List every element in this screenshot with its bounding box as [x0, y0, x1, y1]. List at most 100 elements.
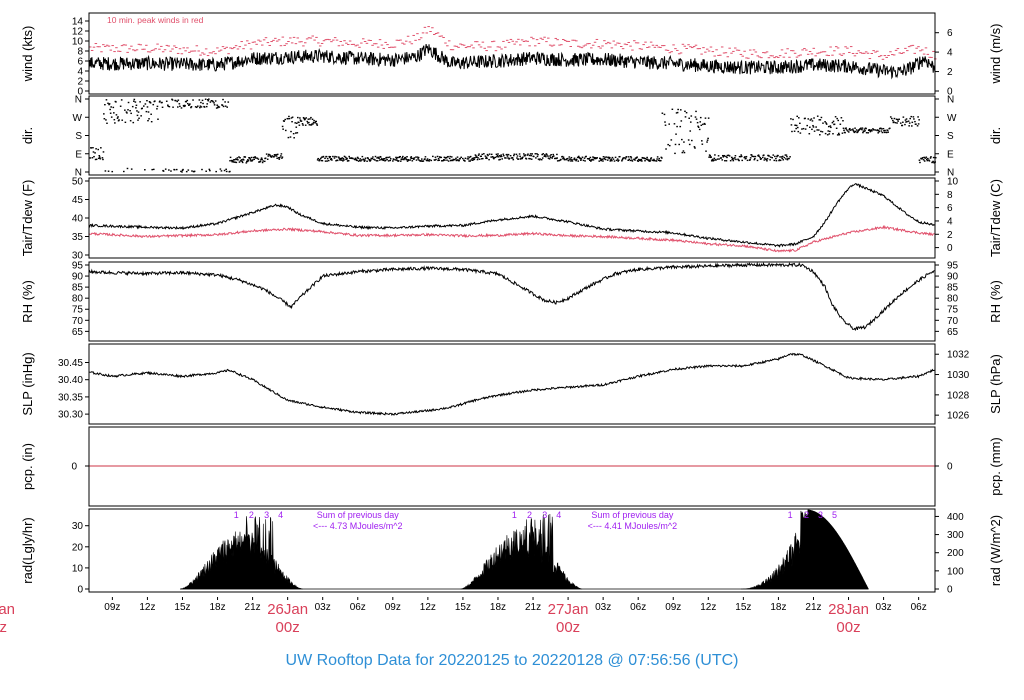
temp-rtick-label: 10 [947, 177, 959, 188]
time-tick-label: 21z [805, 602, 821, 613]
wind-rtick-label: 2 [947, 67, 953, 78]
time-tick-label: 06z [630, 602, 646, 613]
rh-rtick-label: 90 [947, 272, 959, 283]
time-tick-label: 06z [350, 602, 366, 613]
slp-rtick-label: 1032 [947, 350, 970, 361]
dir-ltick-label: S [75, 131, 82, 142]
rh-line [88, 261, 935, 332]
temp-ltick-label: 30 [72, 251, 84, 262]
rad-hour-mark: 3 [264, 510, 269, 520]
rh-rtick-label: 95 [947, 261, 959, 272]
rad-rtick-label: 0 [947, 585, 953, 596]
time-tick-label: 15z [455, 602, 471, 613]
rad-rtick-label: 300 [947, 530, 964, 541]
wind-ylabel-left: wind (kts) [20, 26, 35, 83]
wind-ltick-label: 14 [72, 17, 84, 28]
rad-hour-mark: 5 [832, 510, 837, 520]
rad-hour-mark: 1 [788, 510, 793, 520]
time-tick-label: 21z [525, 602, 541, 613]
chart-panels: 10 min. peak winds in red024681012140246… [20, 12, 1003, 596]
temp-ltick-label: 50 [72, 177, 84, 188]
rad-frame [88, 508, 936, 593]
wind-ltick-label: 12 [72, 27, 84, 38]
time-tick-label: 12z [139, 602, 155, 613]
time-tick-label: 12z [420, 602, 436, 613]
rh-ltick-label: 90 [72, 272, 84, 283]
time-tick-label: 15z [735, 602, 751, 613]
time-tick-label: 15z [174, 602, 190, 613]
rad-hour-mark: 1 [234, 510, 239, 520]
time-tick-label: 12z [700, 602, 716, 613]
rad-hour-mark: 2 [804, 510, 809, 520]
slp-ylabel-left: SLP (inHg) [20, 352, 35, 415]
day-label: 26Jan [267, 601, 308, 618]
rad-ltick-label: 20 [72, 542, 84, 553]
wind-ltick-label: 8 [77, 47, 83, 58]
pcp-ylabel-right: pcp. (mm) [988, 437, 1003, 496]
wind-ltick-label: 0 [77, 87, 83, 98]
slp-ltick-label: 30.40 [58, 375, 83, 386]
rh-rtick-label: 75 [947, 305, 959, 316]
time-tick-label: 03z [315, 602, 331, 613]
time-tick-label: 09z [104, 602, 120, 613]
dewpoint-line [88, 224, 935, 253]
wind-ltick-label: 6 [77, 57, 83, 68]
day-hour-label: 00z [836, 619, 860, 636]
rad-sum-value: <--- 4.73 MJoules/m^2 [313, 521, 403, 531]
rh-rtick-label: 65 [947, 327, 959, 338]
time-tick-label: 18z [209, 602, 225, 613]
rh-ltick-label: 70 [72, 316, 84, 327]
time-axis: 09z 12z 15z 18z 21z 03z 06z 09z 12z 15z 18z 21z 03z 0… [0, 597, 927, 636]
temp-ylabel-right: Tair/Tdew (C) [988, 179, 1003, 257]
day-hour-label: 00z [276, 619, 300, 636]
wind-frame [88, 12, 936, 95]
rad-hour-mark: 4 [278, 510, 283, 520]
temp-ltick-label: 35 [72, 232, 84, 243]
rh-ltick-label: 75 [72, 305, 84, 316]
time-tick-label: 03z [876, 602, 892, 613]
wind-rtick-label: 0 [947, 87, 953, 98]
rh-ltick-label: 85 [72, 283, 84, 294]
rad-hour-mark: 3 [818, 510, 823, 520]
rad-ylabel-right: rad (W/m^2) [988, 515, 1003, 586]
wind-rtick-label: 6 [947, 28, 953, 39]
rad-ltick-label: 0 [77, 585, 83, 596]
pcp-frame [88, 426, 936, 507]
rad-ltick-label: 10 [72, 563, 84, 574]
rh-ylabel-right: RH (%) [988, 280, 1003, 323]
pcp-rtick-label: 0 [947, 462, 953, 473]
dir-ltick-label: N [75, 168, 82, 179]
day-hour-label: 00z [556, 619, 580, 636]
time-tick-label: 06z [911, 602, 927, 613]
temp-frame [88, 177, 936, 259]
rad-hour-mark: 1 [512, 510, 517, 520]
rh-ltick-label: 65 [72, 327, 84, 338]
temp-rtick-label: 6 [947, 203, 953, 214]
dir-ylabel-right: dir. [988, 127, 1003, 144]
dir-ltick-label: E [75, 149, 82, 160]
temp-rtick-label: 2 [947, 230, 953, 241]
rad-hour-mark: 3 [542, 510, 547, 520]
chart-title: UW Rooftop Data for 20220125 to 20220128… [286, 652, 739, 669]
slp-ltick-label: 30.45 [58, 358, 83, 369]
day-label: 27Jan [548, 601, 589, 618]
wind-ltick-label: 10 [72, 37, 84, 48]
edge-hour-label: z [0, 619, 7, 636]
panel-pcp: 0 0 pcp. (in) pcp. (mm) [20, 426, 1003, 507]
time-tick-label: 09z [665, 602, 681, 613]
radiation-area [741, 509, 869, 590]
dir-ltick-label: N [75, 95, 82, 106]
temp-ltick-label: 45 [72, 195, 84, 206]
pcp-ltick-label: 0 [71, 462, 77, 473]
rh-ylabel-left: RH (%) [20, 280, 35, 323]
rad-ltick-label: 30 [72, 521, 84, 532]
slp-line [88, 352, 935, 417]
rh-rtick-label: 85 [947, 283, 959, 294]
radiation-area [460, 513, 583, 590]
temp-rtick-label: 8 [947, 190, 953, 201]
time-tick-label: 21z [245, 602, 261, 613]
time-tick-label: 03z [595, 602, 611, 613]
wind-ylabel-right: wind (m/s) [988, 24, 1003, 85]
